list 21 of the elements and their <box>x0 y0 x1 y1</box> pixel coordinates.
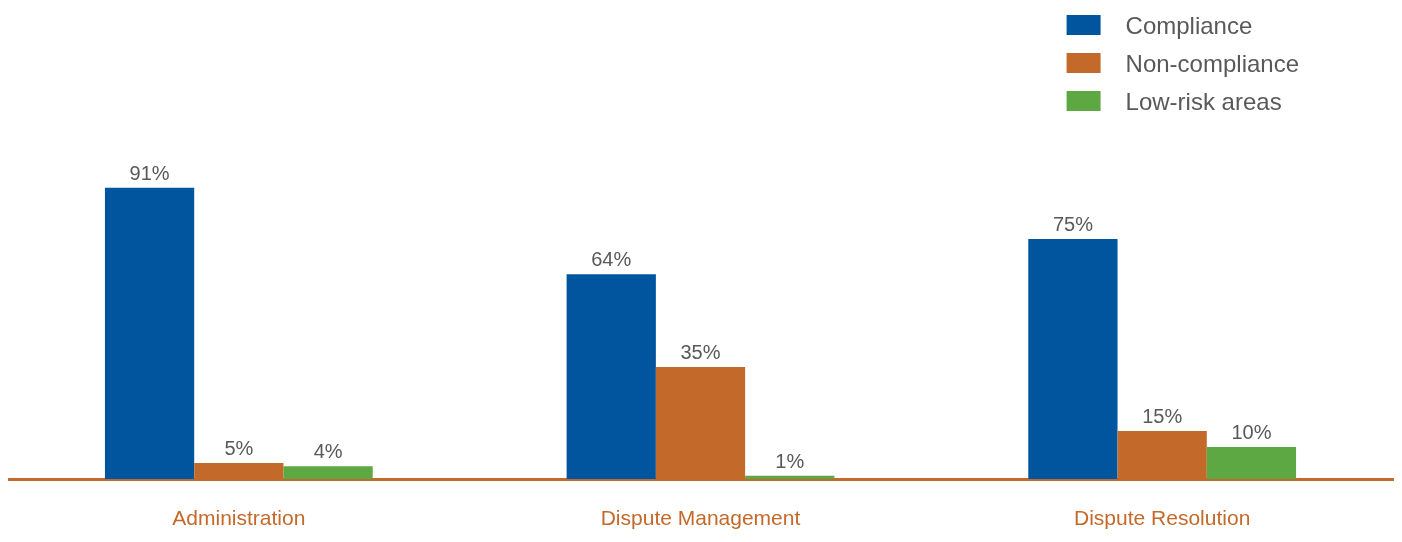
data-label: 75% <box>1052 213 1094 235</box>
data-label: 15% <box>1142 405 1183 427</box>
legend-label: Compliance <box>1125 11 1253 39</box>
data-label: 5% <box>224 437 254 459</box>
x-tick-label: Administration <box>172 506 306 529</box>
bar <box>566 274 656 479</box>
data-label: 1% <box>775 449 805 472</box>
legend-label: Low-risk areas <box>1125 87 1282 115</box>
data-label: 4% <box>313 440 343 463</box>
data-label: 64% <box>591 248 632 271</box>
x-tick-label: Dispute Resolution <box>1074 506 1251 529</box>
bar <box>1028 239 1118 479</box>
bar <box>283 466 373 479</box>
bar <box>745 475 835 479</box>
x-tick-label: Dispute Management <box>600 506 801 529</box>
bar <box>1206 447 1297 479</box>
bar <box>104 187 195 479</box>
data-label: 10% <box>1231 421 1272 443</box>
data-label: 91% <box>129 161 170 184</box>
data-label: 35% <box>680 341 721 363</box>
legend-label: Non-compliance <box>1125 49 1300 77</box>
